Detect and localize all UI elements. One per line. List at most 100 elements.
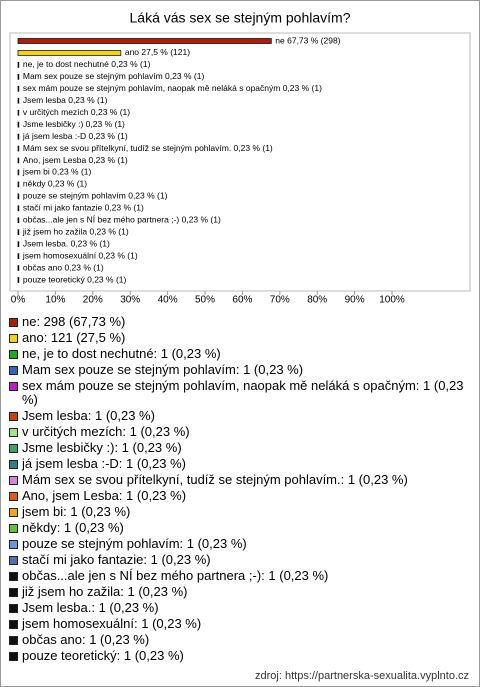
source: zdroj: https://partnerska-sexualita.vypl… [255, 670, 469, 682]
legend-entry: ne, je to dost nechutné: 1 (0,23 %) [9, 347, 471, 361]
chart-title: Láká vás sex se stejným pohlavím? [130, 10, 351, 26]
legend-entry: již jsem ho zažila: 1 (0,23 %) [9, 585, 471, 599]
legend-swatch [9, 572, 18, 581]
bar-label: Jsem lesba. 0,23 % (1) [23, 238, 110, 248]
legend-swatch [9, 604, 18, 613]
bar [17, 133, 20, 140]
bar [17, 38, 272, 44]
bar-label: já jsem lesba :-D 0,23 % (1) [22, 131, 128, 141]
legend-entry: ne: 298 (67,73 %) [9, 315, 471, 329]
x-tick-label: 50% [195, 295, 215, 306]
bar [17, 241, 20, 247]
legend-entry: ano: 121 (27,5 %) [9, 331, 471, 345]
x-tick-label: 90% [345, 295, 365, 306]
legend-swatch [9, 476, 18, 485]
bar [17, 145, 20, 152]
legend-swatch [9, 334, 18, 343]
bar-label: ne, je to dost nechutné 0,23 % (1) [23, 59, 151, 69]
legend-swatch [9, 460, 18, 469]
bar-label: pouze teoretický 0,23 % (1) [23, 274, 127, 284]
legend-label: jsem homosexuální: 1 (0,23 %) [22, 616, 202, 631]
bar-label: občas ano 0,23 % (1) [23, 262, 104, 272]
legend-swatch [9, 318, 18, 327]
legend-swatch [9, 652, 18, 661]
legend-label: Jsme lesbičky :): 1 (0,23 %) [22, 440, 182, 455]
plot-frame [9, 32, 471, 292]
legend-label: pouze teoretický: 1 (0,23 %) [22, 648, 184, 663]
legend-swatch [9, 382, 18, 391]
legend-swatch [9, 366, 18, 375]
legend-swatch [9, 444, 18, 453]
bar-label: jsem homosexuální 0,23 % (1) [22, 250, 138, 260]
bar-label: jsem bi 0,23 % (1) [22, 167, 92, 177]
x-tick-label: 70% [270, 295, 290, 306]
bar-label: pouze se stejným pohlavím 0,23 % (1) [23, 191, 168, 201]
legend-label: pouze se stejným pohlavím: 1 (0,23 %) [22, 536, 247, 551]
legend-entry: Ano, jsem Lesba: 1 (0,23 %) [9, 489, 471, 503]
x-tick-label: 60% [232, 295, 252, 306]
bar-label: Mam sex pouze se stejným pohlavím 0,23 %… [23, 71, 205, 81]
bar-label: ne 67,73 % (298) [275, 35, 340, 45]
legend-label: občas ano: 1 (0,23 %) [22, 632, 150, 647]
bar [17, 205, 20, 212]
x-tick-label: 100% [379, 295, 405, 306]
bar-label: ano 27,5 % (121) [125, 47, 190, 57]
legend-entry: občas ano: 1 (0,23 %) [9, 633, 471, 647]
bar-label: někdy 0,23 % (1) [23, 179, 87, 189]
legend-label: občas...ale jen s NÍ bez mého partnera ;… [22, 568, 329, 583]
bar [17, 169, 20, 176]
x-tick-label: 30% [120, 295, 140, 306]
legend-label: ano: 121 (27,5 %) [22, 330, 126, 345]
legend-label: stačí mi jako fantazie: 1 (0,23 %) [22, 552, 211, 567]
x-tick-label: 10% [45, 295, 65, 306]
bar [17, 97, 20, 104]
legend-swatch [9, 556, 18, 565]
bar [17, 277, 20, 283]
x-tick-label: 80% [307, 295, 327, 306]
legend-swatch [9, 620, 18, 629]
bar [17, 62, 20, 68]
bar [17, 85, 20, 92]
legend-swatch [9, 350, 18, 359]
legend-swatch [9, 492, 18, 501]
bar [17, 253, 20, 259]
legend-entry: Jsme lesbičky :): 1 (0,23 %) [9, 441, 471, 455]
legend-entry: Mám sex se svou přítelkyní, tudíž se ste… [9, 473, 471, 487]
legend-entry: v určitých mezích: 1 (0,23 %) [9, 425, 471, 439]
legend-swatch [9, 508, 18, 517]
legend-entry: jsem homosexuální: 1 (0,23 %) [9, 617, 471, 631]
bar [17, 265, 20, 271]
legend-entry: pouze se stejným pohlavím: 1 (0,23 %) [9, 537, 471, 551]
legend-label: v určitých mezích: 1 (0,23 %) [22, 424, 190, 439]
legend-entry: já jsem lesba :-D: 1 (0,23 %) [9, 457, 471, 471]
legend-label: již jsem ho zažila: 1 (0,23 %) [22, 584, 188, 599]
legend-entry: občas...ale jen s NÍ bez mého partnera ;… [9, 569, 471, 583]
bar-label: již jsem ho zažila 0,23 % (1) [22, 226, 129, 236]
bar-label: Jsme lesbičky :) 0,23 % (1) [23, 119, 125, 129]
legend-label: Mám sex se svou přítelkyní, tudíž se ste… [22, 472, 408, 487]
x-tick-label: 0% [11, 295, 26, 306]
bar [17, 229, 20, 236]
legend-label: Jsem lesba.: 1 (0,23 %) [22, 600, 159, 615]
legend-entry: někdy: 1 (0,23 %) [9, 521, 471, 535]
bar [17, 73, 20, 80]
bar [17, 157, 20, 164]
chart: Láká vás sex se stejným pohlavím? 0% 10% 2… [9, 10, 471, 306]
bar-label: stačí mi jako fantazie 0,23 % (1) [23, 203, 144, 213]
legend-swatch [9, 412, 18, 421]
bar-label: Mám sex se svou přítelkyní, tudíž se ste… [23, 143, 273, 153]
legend-label: sex mám pouze se stejným pohlavím, naopa… [22, 378, 464, 407]
bar [17, 217, 20, 224]
legend-label: ne, je to dost nechutné: 1 (0,23 %) [22, 346, 221, 361]
bar [17, 121, 20, 128]
x-tick-label: 20% [83, 295, 103, 306]
x-tick-label: 40% [158, 295, 178, 306]
legend-label: někdy: 1 (0,23 %) [22, 520, 124, 535]
legend-label: ne: 298 (67,73 %) [22, 314, 126, 329]
legend-entry: Jsem lesba.: 1 (0,23 %) [9, 601, 471, 615]
legend-entry: stačí mi jako fantazie: 1 (0,23 %) [9, 553, 471, 567]
bar-label: sex mám pouze se stejným pohlavím, naopa… [23, 83, 322, 93]
bar-label: v určitých mezích 0,23 % (1) [23, 107, 130, 117]
legend-swatch [9, 588, 18, 597]
legend-label: jsem bi: 1 (0,23 %) [22, 504, 131, 519]
